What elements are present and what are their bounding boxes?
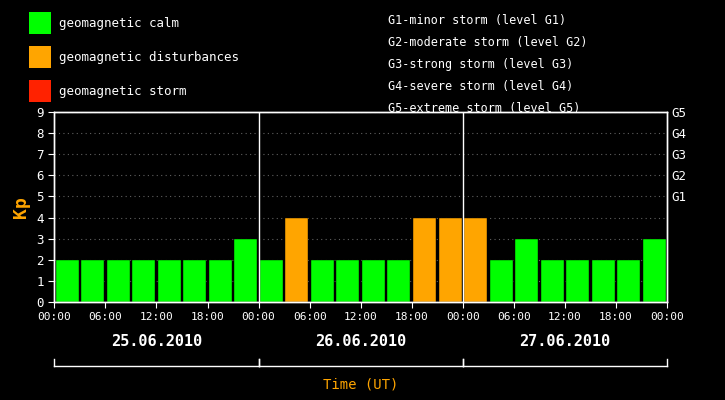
Bar (81, 260, 104, 302)
Text: geomagnetic calm: geomagnetic calm (59, 16, 180, 30)
Bar (107, 260, 130, 302)
Bar (234, 239, 257, 302)
Text: G2-moderate storm (level G2): G2-moderate storm (level G2) (388, 36, 587, 49)
Bar (413, 218, 436, 302)
Bar (286, 218, 308, 302)
Text: 27.06.2010: 27.06.2010 (519, 334, 610, 350)
Text: Time (UT): Time (UT) (323, 378, 398, 392)
Text: G5-extreme storm (level G5): G5-extreme storm (level G5) (388, 102, 580, 115)
Y-axis label: Kp: Kp (12, 196, 30, 218)
Bar (158, 260, 181, 302)
Bar (541, 260, 563, 302)
Text: 25.06.2010: 25.06.2010 (111, 334, 202, 350)
Bar (362, 260, 385, 302)
Bar (566, 260, 589, 302)
Text: G4-severe storm (level G4): G4-severe storm (level G4) (388, 80, 573, 93)
Bar (311, 260, 334, 302)
Bar (56, 260, 78, 302)
Bar (489, 260, 513, 302)
Bar (643, 239, 666, 302)
Bar (209, 260, 232, 302)
Bar (592, 260, 615, 302)
Text: G1-minor storm (level G1): G1-minor storm (level G1) (388, 14, 566, 27)
Text: 26.06.2010: 26.06.2010 (315, 334, 406, 350)
Text: geomagnetic storm: geomagnetic storm (59, 84, 187, 98)
Bar (387, 260, 410, 302)
Bar (183, 260, 206, 302)
Bar (464, 218, 487, 302)
Bar (617, 260, 640, 302)
Bar (336, 260, 360, 302)
Bar (515, 239, 538, 302)
Bar (260, 260, 283, 302)
Text: geomagnetic disturbances: geomagnetic disturbances (59, 50, 239, 64)
Bar (439, 218, 462, 302)
Text: G3-strong storm (level G3): G3-strong storm (level G3) (388, 58, 573, 71)
Bar (132, 260, 155, 302)
